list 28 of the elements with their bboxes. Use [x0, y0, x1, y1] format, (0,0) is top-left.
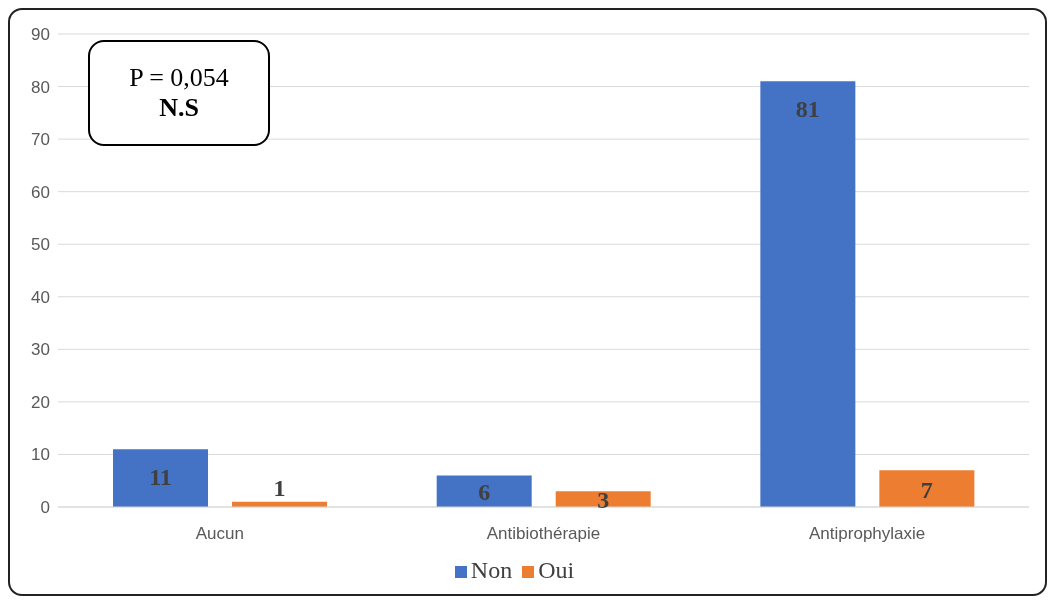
bar — [760, 81, 856, 507]
bar — [879, 470, 975, 507]
legend-label: Oui — [538, 557, 575, 583]
y-tick-label: 30 — [31, 340, 50, 360]
data-label: 7 — [920, 476, 933, 503]
data-label: 81 — [795, 96, 820, 123]
y-tick-label: 10 — [31, 445, 50, 465]
bar — [113, 449, 209, 507]
x-tick-label: Antibiothérapie — [486, 524, 601, 544]
data-label: 3 — [597, 487, 610, 514]
annotation: P = 0,054 — [129, 63, 229, 93]
x-tick-label: Antiprophylaxie — [809, 524, 926, 544]
note-box: P = 0,054 N.S — [88, 40, 270, 146]
y-tick-label: 0 — [40, 498, 50, 518]
x-tick-label: Aucun — [195, 524, 244, 544]
y-tick-label: 70 — [31, 130, 50, 150]
y-tick-label: 60 — [31, 182, 50, 202]
data-label: 11 — [149, 464, 172, 491]
annotation: N.S — [159, 93, 199, 123]
data-label: 1 — [273, 474, 286, 501]
bar — [436, 475, 532, 507]
y-tick-label: 90 — [31, 25, 50, 45]
legend-label: Non — [470, 557, 513, 583]
y-tick-label: 80 — [31, 77, 50, 97]
y-tick-label: 20 — [31, 392, 50, 412]
y-tick-label: 40 — [31, 287, 50, 307]
y-tick-label: 50 — [31, 235, 50, 255]
data-label: 6 — [478, 479, 491, 506]
